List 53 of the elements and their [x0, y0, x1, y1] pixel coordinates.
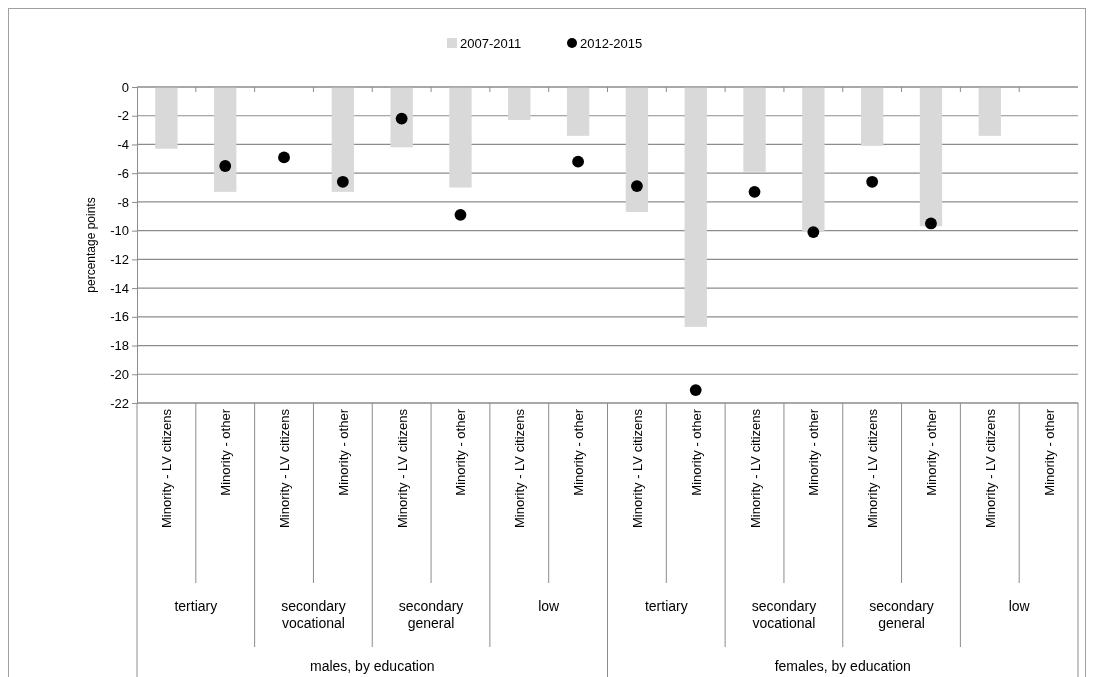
x-tick-label: Minority - other	[806, 408, 822, 496]
y-tick-label: -14	[110, 280, 129, 296]
x-tick-label: Minority - LV citizens	[747, 408, 763, 528]
legend-label: 2007-2011	[460, 36, 522, 51]
x-tick-label: Minority - other	[453, 408, 469, 496]
x-tick-label: Minority - other	[1041, 408, 1057, 496]
y-tick-label: -8	[117, 194, 129, 210]
text: low	[1008, 598, 1031, 614]
legend-label: 2012-2015	[580, 36, 643, 51]
x-tick-label: Minority - LV citizens	[865, 408, 881, 528]
y-tick-label: -4	[117, 137, 129, 153]
text: secondary general	[398, 598, 464, 631]
x-tick-label: Minority - other	[571, 408, 587, 496]
point	[219, 160, 232, 172]
point	[454, 208, 467, 221]
y-tick-label: 0	[121, 79, 129, 95]
point	[866, 175, 879, 188]
text: tertiary	[644, 598, 688, 614]
text: low	[538, 598, 561, 614]
y-tick-label: -10	[110, 223, 129, 239]
y-tick-label: -20	[110, 366, 129, 382]
point	[925, 217, 937, 230]
x-tick-label: Minority - other	[218, 408, 234, 496]
x-tick-label: Minority - other	[335, 408, 351, 496]
y-axis-title: percentage points	[84, 197, 98, 293]
y-tick-label: -18	[110, 338, 129, 354]
text: secondary general	[869, 598, 934, 631]
text: tertiary	[174, 598, 218, 614]
x-tick-label: Minority - LV citizens	[277, 408, 293, 528]
point	[395, 112, 408, 125]
y-tick-label: -12	[110, 252, 129, 268]
y-tick-label: -2	[117, 108, 129, 124]
text: secondary vocational	[281, 598, 346, 631]
point	[336, 175, 349, 188]
point	[689, 384, 702, 396]
point	[748, 185, 761, 198]
y-tick-label: -16	[110, 309, 129, 325]
x-tick-label: Minority - other	[688, 408, 704, 496]
x-tick-label: Minority - LV citizens	[629, 408, 645, 528]
x-tick-label: Minority - LV citizens	[394, 408, 410, 528]
point	[278, 151, 290, 164]
point	[572, 155, 585, 168]
y-tick-label: -6	[117, 165, 129, 181]
point	[807, 226, 820, 238]
x-tick-label: Minority - LV citizens	[512, 408, 528, 528]
x-tick-label: Minority - other	[923, 408, 939, 496]
text: secondary vocational	[751, 598, 817, 631]
y-tick-label: -22	[110, 395, 129, 411]
text: males, by education	[309, 658, 435, 674]
point	[630, 180, 643, 193]
x-tick-label: Minority - LV citizens	[159, 408, 175, 528]
x-tick-label: Minority - LV citizens	[982, 408, 998, 528]
text: females, by education	[774, 658, 911, 674]
